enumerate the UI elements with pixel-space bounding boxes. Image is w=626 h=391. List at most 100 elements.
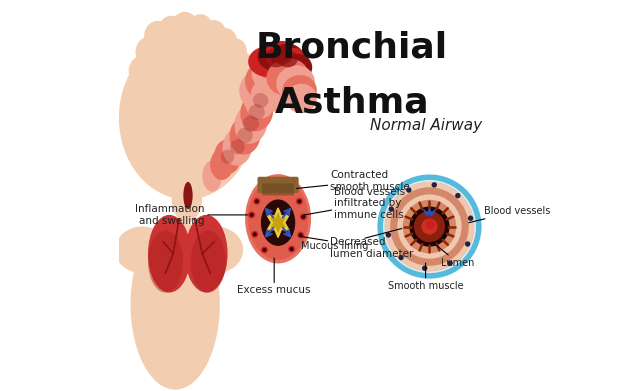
Ellipse shape — [189, 226, 243, 273]
Circle shape — [255, 199, 259, 203]
Circle shape — [248, 212, 255, 219]
Circle shape — [421, 219, 438, 235]
Ellipse shape — [245, 59, 292, 102]
Ellipse shape — [264, 41, 299, 69]
Circle shape — [288, 246, 295, 253]
Ellipse shape — [272, 44, 304, 72]
Circle shape — [390, 187, 469, 266]
Ellipse shape — [210, 149, 233, 180]
Ellipse shape — [259, 46, 301, 85]
Circle shape — [455, 193, 461, 198]
Ellipse shape — [249, 104, 265, 120]
Ellipse shape — [148, 215, 191, 292]
Circle shape — [290, 247, 294, 251]
Ellipse shape — [245, 174, 311, 264]
Circle shape — [403, 200, 456, 253]
Text: Inflammation
and swelling: Inflammation and swelling — [135, 204, 248, 226]
Circle shape — [426, 220, 435, 229]
Circle shape — [299, 233, 302, 237]
Circle shape — [448, 260, 453, 266]
Ellipse shape — [282, 75, 317, 106]
Ellipse shape — [214, 28, 237, 56]
Ellipse shape — [264, 48, 288, 67]
Ellipse shape — [278, 48, 309, 75]
Ellipse shape — [128, 56, 156, 87]
Text: Blood vessels: Blood vessels — [469, 206, 551, 223]
Circle shape — [414, 211, 445, 242]
Ellipse shape — [271, 47, 293, 64]
Text: Lumen: Lumen — [433, 242, 475, 268]
Ellipse shape — [283, 54, 312, 81]
Ellipse shape — [188, 14, 213, 43]
FancyBboxPatch shape — [257, 177, 299, 193]
Ellipse shape — [223, 38, 247, 65]
Text: Mucous lining: Mucous lining — [301, 228, 402, 251]
Text: Excess mucus: Excess mucus — [237, 258, 311, 295]
Circle shape — [409, 206, 449, 247]
Ellipse shape — [230, 140, 245, 154]
Ellipse shape — [235, 104, 267, 144]
Polygon shape — [267, 208, 289, 237]
Text: Contracted
smooth muscle: Contracted smooth muscle — [297, 170, 410, 192]
Ellipse shape — [119, 36, 255, 199]
Circle shape — [301, 215, 305, 219]
Ellipse shape — [240, 93, 273, 131]
Ellipse shape — [131, 219, 220, 389]
Ellipse shape — [243, 116, 259, 132]
Ellipse shape — [248, 178, 309, 260]
Ellipse shape — [172, 168, 202, 223]
FancyBboxPatch shape — [262, 183, 294, 196]
Ellipse shape — [252, 53, 297, 93]
Circle shape — [385, 182, 474, 271]
Ellipse shape — [245, 82, 276, 119]
Ellipse shape — [158, 16, 185, 45]
Text: Bronchial: Bronchial — [256, 31, 448, 65]
Circle shape — [468, 215, 473, 221]
Ellipse shape — [144, 21, 172, 52]
Ellipse shape — [267, 58, 309, 96]
Ellipse shape — [278, 50, 298, 67]
Ellipse shape — [253, 93, 269, 108]
Ellipse shape — [185, 215, 228, 292]
Ellipse shape — [183, 182, 193, 209]
Ellipse shape — [251, 77, 290, 112]
Circle shape — [250, 213, 254, 217]
Ellipse shape — [230, 51, 252, 76]
Ellipse shape — [115, 226, 170, 273]
Polygon shape — [271, 213, 285, 232]
Ellipse shape — [276, 65, 315, 100]
Circle shape — [253, 232, 257, 236]
Ellipse shape — [172, 12, 198, 41]
Text: Asthma: Asthma — [275, 85, 429, 119]
Circle shape — [297, 231, 304, 239]
Text: Blood vessels
infiltrated by
immune cells: Blood vessels infiltrated by immune cell… — [304, 187, 406, 220]
Ellipse shape — [148, 230, 183, 292]
Circle shape — [398, 194, 461, 259]
Circle shape — [297, 199, 301, 203]
Circle shape — [300, 213, 307, 221]
Circle shape — [382, 179, 477, 274]
Ellipse shape — [202, 20, 227, 49]
Ellipse shape — [136, 37, 160, 66]
Ellipse shape — [257, 42, 295, 71]
Text: Normal Airway: Normal Airway — [369, 118, 481, 133]
Circle shape — [296, 198, 303, 205]
Circle shape — [262, 248, 267, 252]
Circle shape — [389, 206, 394, 212]
Ellipse shape — [248, 46, 289, 77]
Circle shape — [385, 182, 474, 271]
Circle shape — [251, 231, 259, 238]
Circle shape — [431, 182, 437, 188]
Circle shape — [386, 232, 391, 238]
Ellipse shape — [286, 84, 317, 113]
Circle shape — [261, 246, 268, 253]
Ellipse shape — [221, 150, 234, 164]
Circle shape — [406, 187, 411, 193]
Text: Decreased
lumen diameter: Decreased lumen diameter — [299, 236, 414, 259]
Ellipse shape — [214, 139, 241, 174]
Circle shape — [379, 176, 480, 278]
Circle shape — [253, 198, 260, 205]
Circle shape — [422, 265, 428, 271]
Circle shape — [465, 241, 470, 247]
Ellipse shape — [261, 199, 295, 246]
